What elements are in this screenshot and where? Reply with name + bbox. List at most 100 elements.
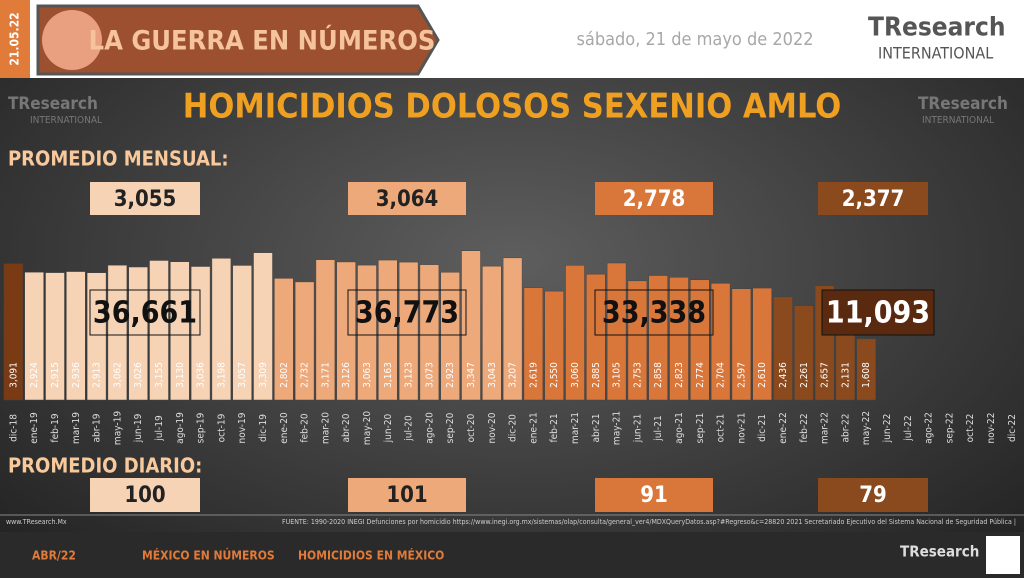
bar-value: 2,913 [92,362,103,388]
bar [586,273,606,401]
x-tick-label: abr-21 [591,414,602,443]
bar-value: 2,131 [840,362,851,388]
bar [648,275,668,401]
x-tick-label: nov-22 [986,413,997,444]
monthly-label: PROMEDIO MENSUAL: [8,147,229,171]
bar [419,264,440,401]
x-tick-label: feb-19 [50,413,61,442]
bar-value: 2,858 [653,362,664,388]
total-box [594,289,714,336]
bar-value: 3,207 [508,362,519,388]
bar-value: 3,091 [8,362,19,388]
bar-value: 3,163 [383,362,394,388]
bar [669,277,689,401]
daily-box [595,478,713,512]
daily-avg: 100 [124,483,165,508]
daily-label: PROMEDIO DIARIO: [8,454,202,478]
x-tick-label: feb-22 [799,413,810,442]
x-tick-label: ago-19 [175,412,186,444]
nav-link[interactable]: HOMICIDIOS EN MÉXICO [298,548,444,563]
x-tick-label: dic-18 [8,414,19,442]
x-tick-label: ago-21 [674,412,685,444]
monthly-avg: 2,377 [842,187,905,212]
daily-avg: 91 [640,483,668,508]
bar-value: 2,732 [300,362,311,388]
date-strip [0,0,30,78]
total-box [347,289,467,336]
section-banner [36,4,440,76]
bar [523,287,544,401]
bar-value: 2,753 [632,362,643,388]
x-tick-label: feb-21 [549,413,560,442]
bar-value: 2,550 [549,362,560,388]
x-tick-label: dic-21 [757,414,768,442]
x-tick-label: mar-19 [71,412,82,444]
x-tick-label: jun-22 [882,414,893,444]
bar-value: 3,026 [133,362,144,388]
bar-value: 3,123 [404,362,415,388]
x-tick-label: sep-20 [445,412,456,443]
nav-link[interactable]: ABR/22 [32,549,76,563]
monthly-box [90,182,200,215]
site: www.TResearch.Mx [6,518,67,526]
bar-value: 3,043 [487,362,498,388]
bar [315,259,336,401]
bar [107,264,128,401]
daily-avg: 79 [859,483,887,508]
x-tick-label: dic-20 [508,414,519,442]
bar [294,281,315,401]
logo-sub: INTERNATIONAL [922,115,994,126]
bar [544,290,564,401]
logo-name: TResearch [918,94,1008,114]
annual-total: 11,093 [826,296,930,331]
bar-value: 3,062 [112,362,123,388]
bar-value: 2,261 [799,362,810,388]
daily-box [818,478,928,512]
bar-value: 3,036 [196,362,207,388]
x-tick-label: jul-21 [653,415,664,441]
x-tick-label: may-20 [362,411,373,445]
bar [398,261,419,401]
bar [232,265,252,401]
bar-value: 2,619 [528,362,539,388]
bar [440,271,460,401]
x-tick-label: dic-19 [258,414,269,442]
x-tick-label: abr-19 [92,413,103,442]
x-tick-label: abr-22 [840,414,851,443]
bar-value: 2,823 [674,362,685,388]
logo-sub: INTERNATIONAL [878,44,993,63]
x-tick-label: ene-21 [528,412,539,443]
bar-value: 2,923 [445,362,456,388]
nav-link[interactable]: MÉXICO EN NÚMEROS [142,548,275,563]
x-tick-label: may-21 [612,411,623,445]
x-tick-label: feb-20 [300,413,311,442]
x-tick-label: jul-19 [154,415,165,442]
bar [565,265,585,401]
x-tick-label: oct-19 [216,413,227,442]
x-tick-label: sep-22 [944,413,955,444]
x-tick-label: jul-20 [404,415,415,442]
x-tick-label: ago-22 [924,412,935,444]
bar-value: 2,704 [716,362,727,388]
x-tick-label: nov-21 [736,413,747,444]
bar [794,305,814,401]
x-tick-label: jun-21 [632,414,643,444]
bar [24,271,44,401]
bar-value: 3,105 [612,362,623,388]
bar-value: 2,436 [778,362,789,388]
bar-value: 2,610 [757,362,768,388]
bar [482,265,502,401]
logo-name: TResearch [868,13,1005,43]
source: FUENTE: 1990-2020 INEGI Defunciones por … [282,518,1016,526]
bar [627,280,648,401]
bar [731,288,752,401]
monthly-avg: 2,778 [623,187,686,212]
bar-value: 2,885 [591,362,602,388]
monthly-box [595,182,713,215]
bar [190,266,211,401]
date-stamp: 21.05.22 [8,12,22,65]
bar-value: 3,073 [424,362,435,388]
monthly-avg: 3,055 [114,187,177,212]
